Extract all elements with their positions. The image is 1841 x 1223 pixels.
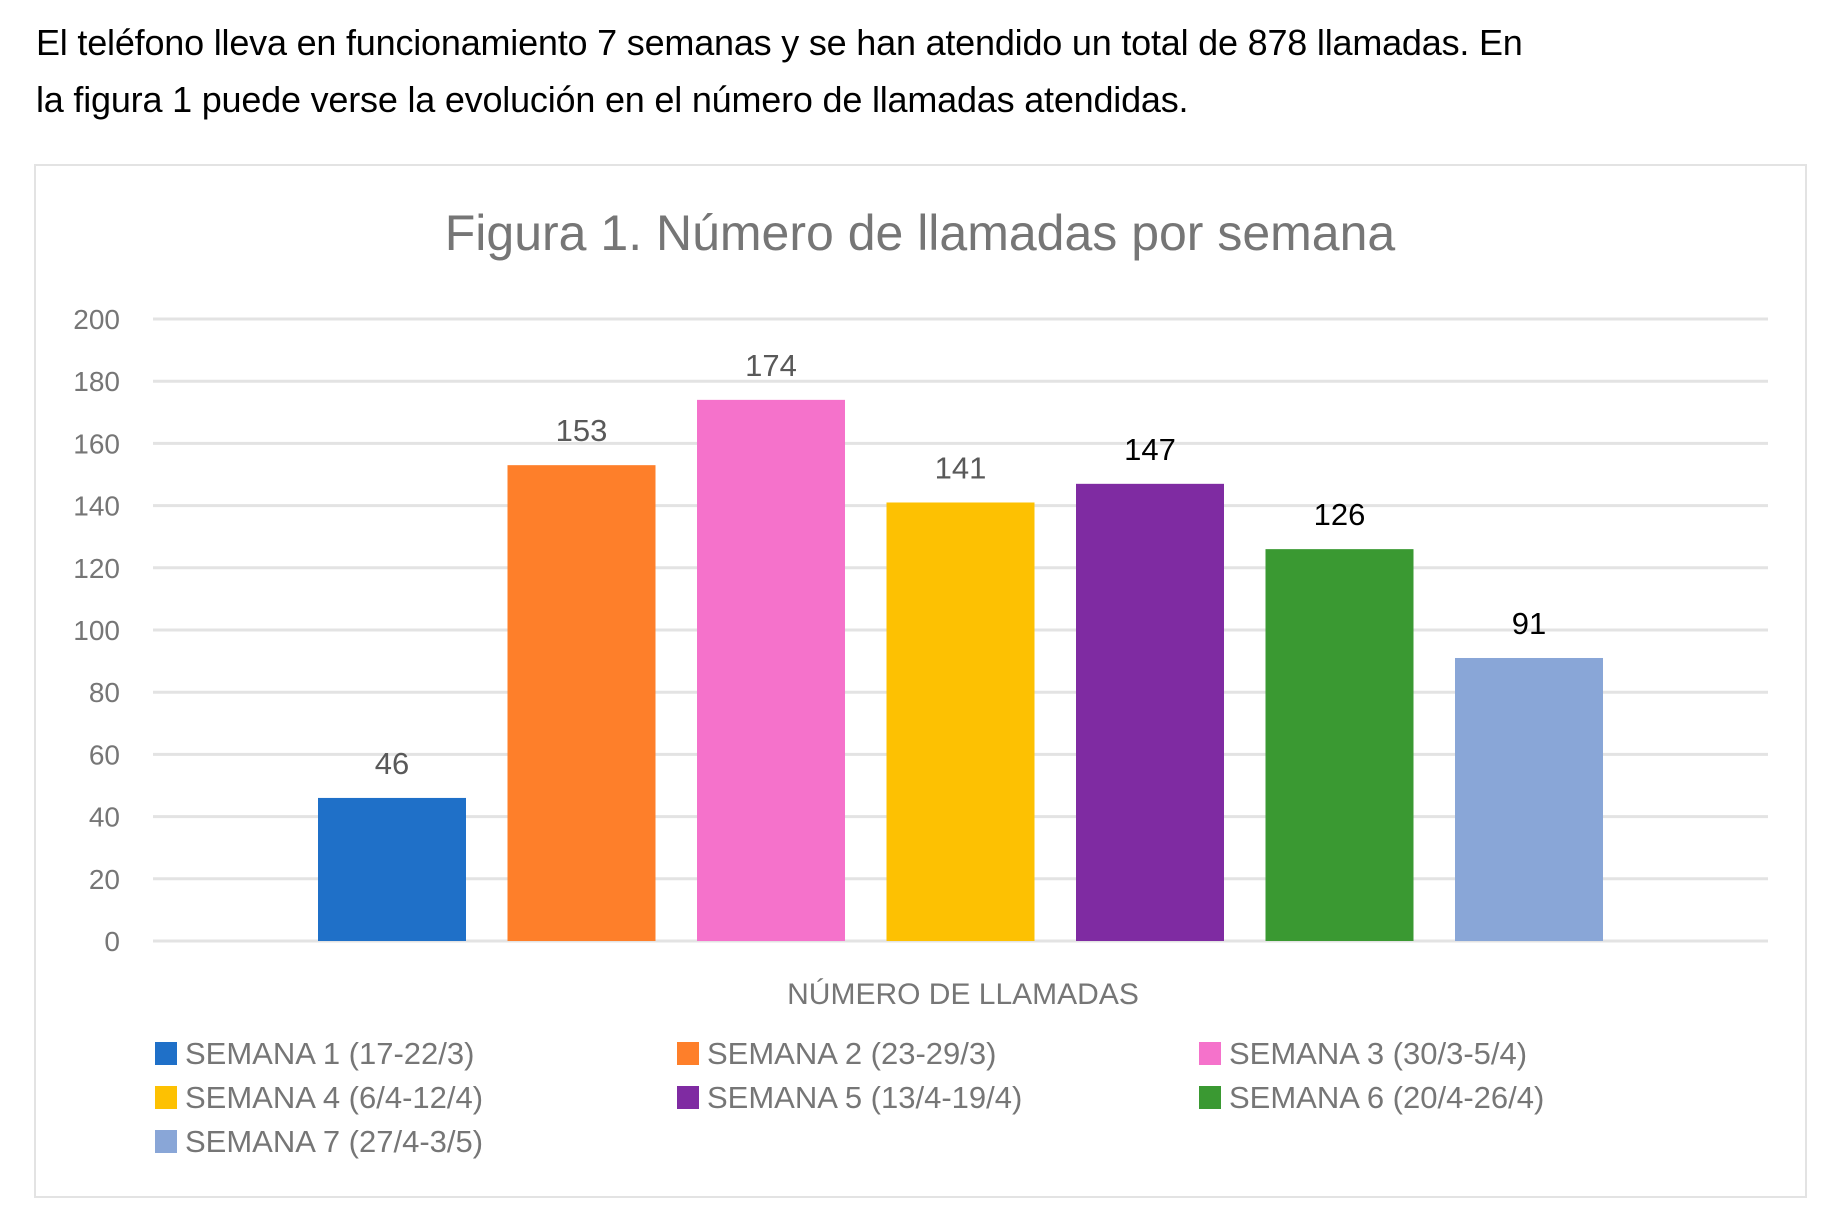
y-axis-ticks: 0 20 40 60 80 100 120 140 160 180 200 [73,304,120,957]
y-tick-label: 120 [73,553,120,584]
legend-label: SEMANA 5 (13/4-19/4) [707,1080,1022,1115]
intro-paragraph: El teléfono lleva en funcionamiento 7 se… [36,14,1826,128]
legend-swatch [677,1086,699,1109]
y-tick-label: 160 [73,428,120,459]
y-tick-label: 40 [89,802,120,833]
intro-line-2: la figura 1 puede verse la evolución en … [36,79,1189,120]
chart-title: Figura 1. Número de llamadas por semana [445,205,1396,261]
legend-item-semana-4: SEMANA 4 (6/4-12/4) [155,1080,483,1115]
legend-label: SEMANA 4 (6/4-12/4) [185,1080,483,1115]
bar-semana-6 [1265,549,1414,941]
data-label-semana-4: 141 [935,450,987,485]
bar-semana-2 [507,465,656,941]
legend-label: SEMANA 2 (23-29/3) [707,1036,996,1071]
bars [318,399,1603,941]
y-tick-label: 0 [104,926,120,957]
data-label-semana-6: 126 [1314,497,1366,532]
y-tick-label: 20 [89,864,120,895]
y-tick-label: 140 [73,491,120,522]
y-tick-label: 80 [89,677,120,708]
bar-semana-3 [697,399,845,941]
legend-item-semana-2: SEMANA 2 (23-29/3) [677,1036,996,1071]
bar-semana-7 [1455,657,1603,941]
bar-semana-5 [1076,483,1224,941]
x-axis-title: NÚMERO DE LLAMADAS [787,978,1139,1011]
data-label-semana-7: 91 [1512,606,1546,641]
legend-swatch [155,1130,177,1153]
legend-swatch [155,1086,177,1109]
legend-label: SEMANA 1 (17-22/3) [185,1036,474,1071]
legend-label: SEMANA 6 (20/4-26/4) [1229,1080,1544,1115]
legend-item-semana-6: SEMANA 6 (20/4-26/4) [1199,1080,1544,1115]
legend-label: SEMANA 7 (27/4-3/5) [185,1124,483,1159]
legend-swatch [1199,1086,1221,1109]
legend-item-semana-5: SEMANA 5 (13/4-19/4) [677,1080,1022,1115]
legend-item-semana-1: SEMANA 1 (17-22/3) [155,1036,474,1071]
legend-swatch [155,1042,177,1065]
legend-swatch [1199,1042,1221,1065]
bar-semana-1 [318,797,466,941]
y-tick-label: 100 [73,615,120,646]
y-tick-label: 180 [73,366,120,397]
y-tick-label: 200 [73,304,120,335]
data-label-semana-2: 153 [556,413,608,448]
data-label-semana-5: 147 [1124,432,1176,467]
legend: SEMANA 1 (17-22/3) SEMANA 2 (23-29/3) SEMA… [155,1036,1544,1159]
legend-item-semana-3: SEMANA 3 (30/3-5/4) [1199,1036,1527,1071]
intro-line-1: El teléfono lleva en funcionamiento 7 se… [36,22,1523,63]
bar-semana-4 [886,502,1035,941]
data-label-semana-3: 174 [745,348,797,383]
legend-swatch [677,1042,699,1065]
legend-label: SEMANA 3 (30/3-5/4) [1229,1036,1527,1071]
data-labels: 46 153 174 141 147 126 91 [375,348,1546,781]
data-label-semana-1: 46 [375,746,409,781]
y-tick-label: 60 [89,739,120,770]
legend-item-semana-7: SEMANA 7 (27/4-3/5) [155,1124,483,1159]
